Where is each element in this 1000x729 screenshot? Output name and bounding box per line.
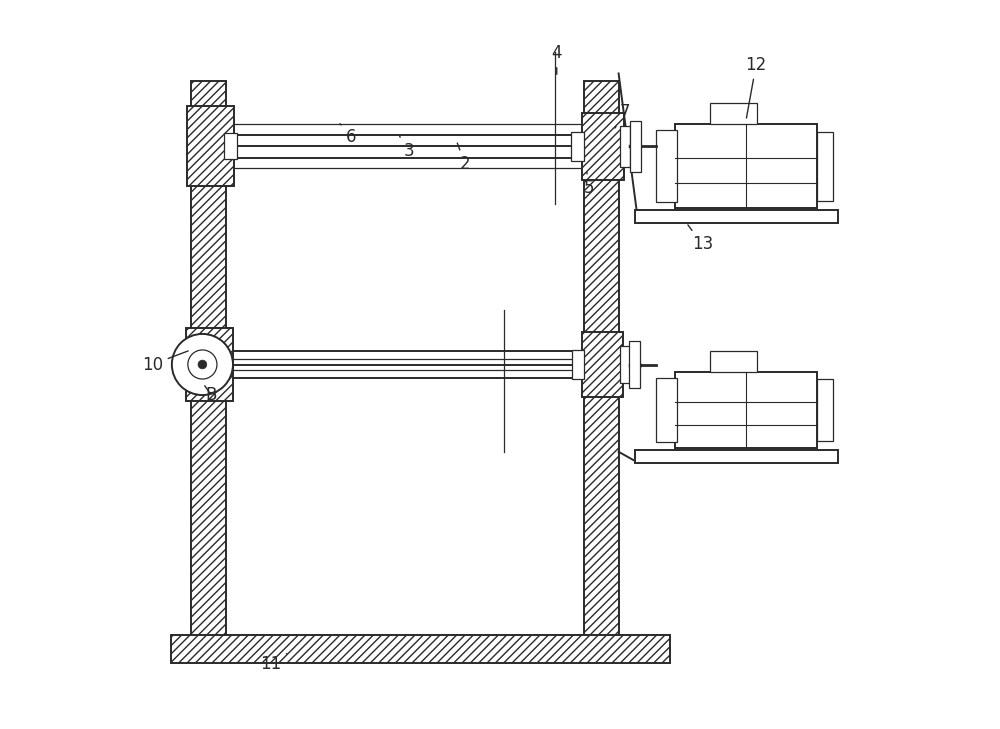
Bar xyxy=(582,113,624,179)
Bar xyxy=(572,350,584,379)
Bar xyxy=(630,121,641,172)
Bar xyxy=(584,81,619,644)
Bar xyxy=(171,635,670,663)
Text: 6: 6 xyxy=(340,124,356,146)
Text: 4: 4 xyxy=(552,44,562,74)
Text: 13: 13 xyxy=(688,225,713,254)
Bar xyxy=(629,341,640,388)
Bar xyxy=(656,378,677,443)
Bar xyxy=(675,372,817,448)
Bar xyxy=(656,130,677,202)
Bar xyxy=(710,103,757,125)
Bar xyxy=(620,126,630,167)
Circle shape xyxy=(198,360,207,369)
Bar xyxy=(191,81,226,644)
Text: 12: 12 xyxy=(745,55,767,118)
Bar xyxy=(186,328,233,401)
Bar xyxy=(675,125,817,208)
Text: 5: 5 xyxy=(584,172,594,198)
Bar xyxy=(582,332,623,397)
Circle shape xyxy=(188,350,217,379)
Bar xyxy=(817,379,833,441)
Bar xyxy=(187,106,234,186)
Text: 7: 7 xyxy=(615,103,630,128)
Text: 2: 2 xyxy=(457,143,470,174)
Text: 11: 11 xyxy=(260,653,287,674)
Bar xyxy=(620,346,630,383)
Text: 10: 10 xyxy=(142,351,188,373)
Text: B: B xyxy=(205,386,217,404)
Bar xyxy=(571,132,584,161)
Circle shape xyxy=(172,334,233,395)
Bar xyxy=(710,351,757,372)
Text: 3: 3 xyxy=(400,136,414,160)
Bar xyxy=(635,450,838,463)
Bar xyxy=(224,133,237,160)
Bar xyxy=(817,132,833,200)
Bar xyxy=(635,209,838,222)
